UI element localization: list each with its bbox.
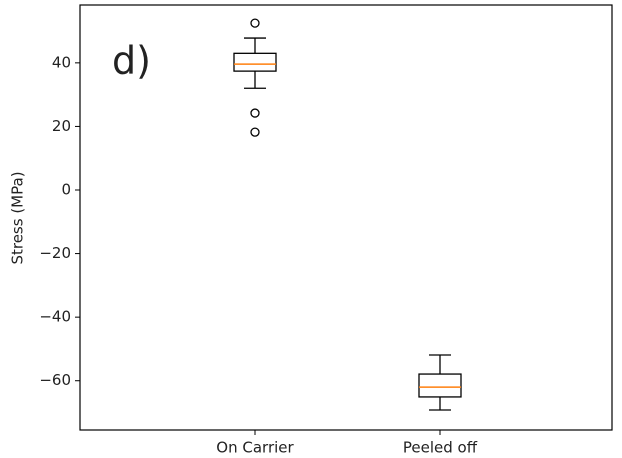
x-tick-label: On Carrier [216,439,294,457]
plot-frame [79,4,613,431]
y-tick-label: 40 [52,53,71,71]
outlier [250,18,260,28]
y-tick-label: −20 [39,244,71,262]
annotation: d) [112,39,151,83]
outlier [250,108,260,118]
y-axis-label: Stress (MPa) [9,171,27,264]
y-tick-label: 0 [61,181,71,199]
y-tick-label: −60 [39,371,71,389]
y-tick-label: 20 [52,117,71,135]
x-tick-label: Peeled off [403,439,478,457]
box [418,373,462,398]
y-tick-label: −40 [39,308,71,326]
outlier [250,127,260,137]
box [233,52,277,72]
